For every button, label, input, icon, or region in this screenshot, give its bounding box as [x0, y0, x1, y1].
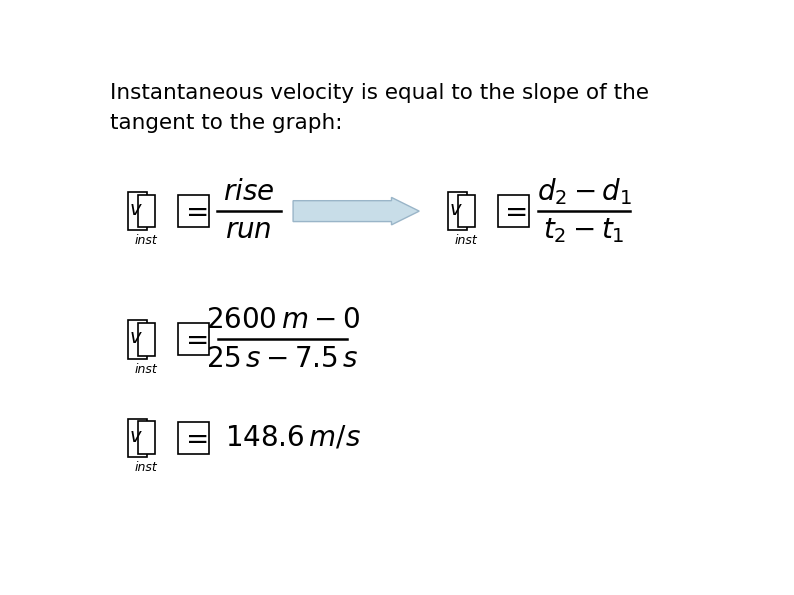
- Text: $rise$: $rise$: [223, 178, 275, 206]
- Text: $t_2-t_1$: $t_2-t_1$: [543, 216, 625, 245]
- Text: $=$: $=$: [499, 197, 527, 225]
- Text: $run$: $run$: [225, 217, 272, 245]
- FancyBboxPatch shape: [128, 192, 147, 230]
- Text: $d_2-d_1$: $d_2-d_1$: [537, 177, 632, 207]
- Text: $=$: $=$: [179, 197, 207, 225]
- FancyBboxPatch shape: [137, 421, 155, 454]
- Text: $148.6\,m/s$: $148.6\,m/s$: [225, 424, 361, 452]
- Text: $=$: $=$: [179, 325, 207, 353]
- Text: inst: inst: [134, 234, 157, 248]
- FancyBboxPatch shape: [457, 195, 475, 227]
- FancyBboxPatch shape: [178, 422, 209, 454]
- Text: tangent to the graph:: tangent to the graph:: [110, 112, 343, 133]
- FancyBboxPatch shape: [137, 323, 155, 356]
- FancyBboxPatch shape: [128, 419, 147, 457]
- Text: $2600\,m-0$: $2600\,m-0$: [206, 306, 360, 334]
- Text: $v$: $v$: [129, 427, 143, 446]
- Text: $v$: $v$: [129, 200, 143, 219]
- Text: $25\,s-7.5\,s$: $25\,s-7.5\,s$: [206, 345, 359, 372]
- Text: $v$: $v$: [449, 200, 463, 219]
- Text: inst: inst: [454, 234, 477, 248]
- Text: inst: inst: [134, 461, 157, 474]
- FancyBboxPatch shape: [498, 195, 529, 227]
- Polygon shape: [293, 198, 419, 225]
- FancyBboxPatch shape: [178, 324, 209, 355]
- Text: Instantaneous velocity is equal to the slope of the: Instantaneous velocity is equal to the s…: [110, 83, 649, 103]
- FancyBboxPatch shape: [448, 192, 467, 230]
- Text: inst: inst: [134, 363, 157, 375]
- FancyBboxPatch shape: [178, 195, 209, 227]
- Text: $=$: $=$: [179, 424, 207, 452]
- FancyBboxPatch shape: [137, 195, 155, 227]
- Text: $v$: $v$: [129, 328, 143, 347]
- FancyBboxPatch shape: [128, 320, 147, 359]
